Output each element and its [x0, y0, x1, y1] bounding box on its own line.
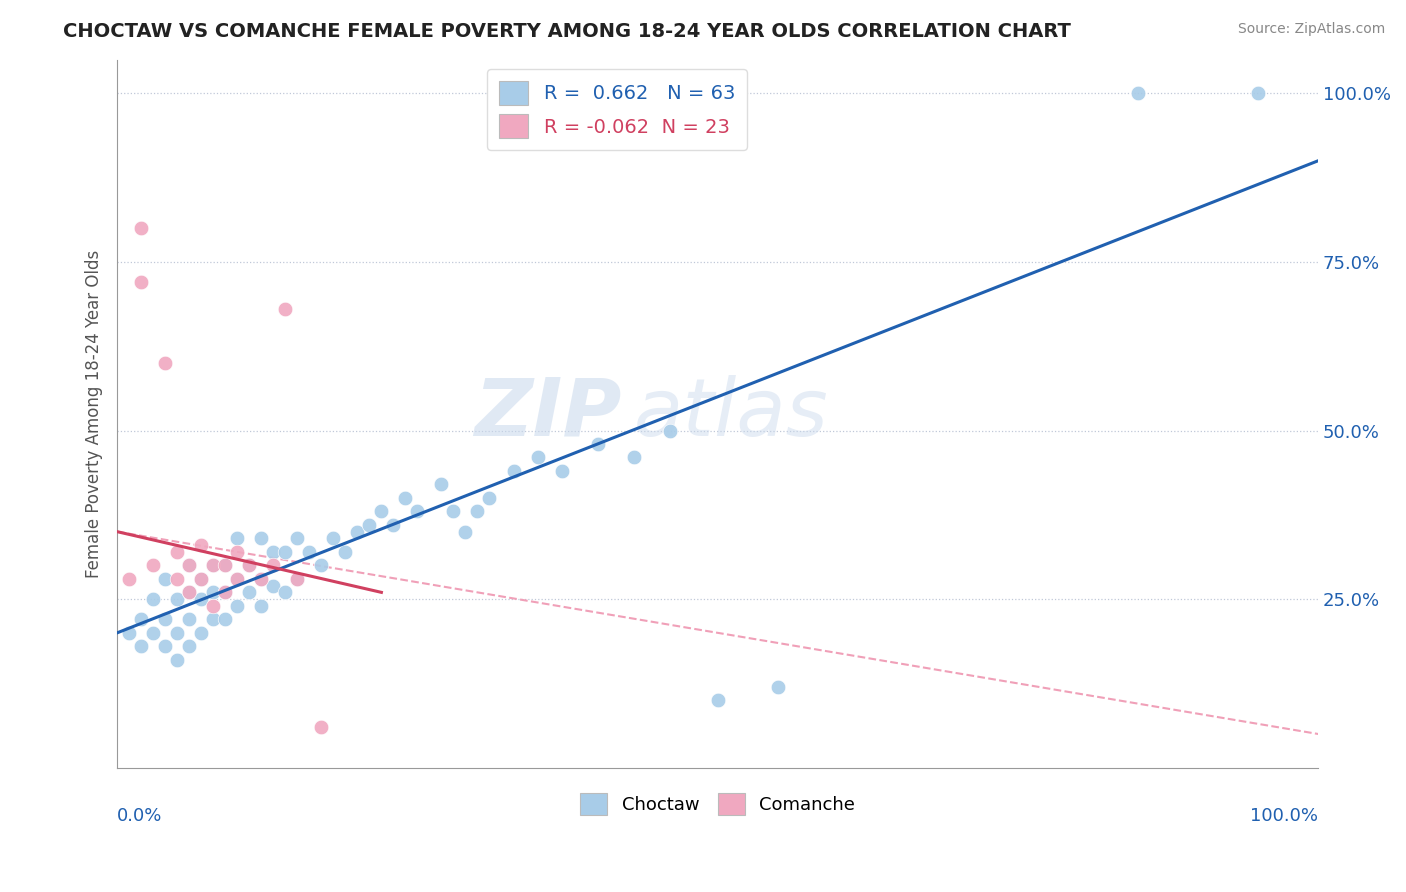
Point: [285, 572, 308, 586]
Point: [526, 450, 548, 465]
Point: [467, 504, 489, 518]
Point: [202, 599, 225, 613]
Point: [129, 612, 152, 626]
Point: [430, 477, 453, 491]
Point: [226, 532, 249, 546]
Point: [166, 592, 188, 607]
Point: [1247, 87, 1270, 101]
Point: [359, 517, 381, 532]
Point: [202, 558, 225, 573]
Point: [394, 491, 416, 505]
Point: [382, 517, 405, 532]
Point: [166, 572, 188, 586]
Point: [322, 532, 344, 546]
Text: Source: ZipAtlas.com: Source: ZipAtlas.com: [1237, 22, 1385, 37]
Point: [190, 625, 212, 640]
Point: [214, 612, 236, 626]
Y-axis label: Female Poverty Among 18-24 Year Olds: Female Poverty Among 18-24 Year Olds: [86, 250, 103, 578]
Point: [346, 524, 368, 539]
Point: [226, 545, 249, 559]
Point: [129, 640, 152, 654]
Point: [226, 572, 249, 586]
Point: [502, 464, 524, 478]
Point: [155, 612, 177, 626]
Point: [285, 532, 308, 546]
Point: [226, 599, 249, 613]
Point: [658, 424, 681, 438]
Point: [142, 625, 165, 640]
Point: [250, 532, 273, 546]
Point: [285, 572, 308, 586]
Point: [766, 680, 789, 694]
Text: 100.0%: 100.0%: [1250, 806, 1319, 824]
Text: 0.0%: 0.0%: [117, 806, 163, 824]
Point: [370, 504, 392, 518]
Point: [238, 558, 260, 573]
Text: CHOCTAW VS COMANCHE FEMALE POVERTY AMONG 18-24 YEAR OLDS CORRELATION CHART: CHOCTAW VS COMANCHE FEMALE POVERTY AMONG…: [63, 22, 1071, 41]
Point: [190, 572, 212, 586]
Point: [262, 558, 284, 573]
Point: [274, 545, 297, 559]
Point: [166, 625, 188, 640]
Point: [226, 572, 249, 586]
Point: [155, 572, 177, 586]
Point: [202, 612, 225, 626]
Point: [202, 558, 225, 573]
Point: [179, 640, 201, 654]
Point: [250, 572, 273, 586]
Point: [214, 558, 236, 573]
Point: [706, 693, 728, 707]
Point: [550, 464, 572, 478]
Point: [190, 592, 212, 607]
Point: [190, 538, 212, 552]
Point: [586, 437, 609, 451]
Point: [179, 558, 201, 573]
Point: [155, 640, 177, 654]
Point: [250, 599, 273, 613]
Point: [179, 612, 201, 626]
Text: atlas: atlas: [634, 375, 828, 452]
Point: [155, 356, 177, 370]
Point: [311, 558, 333, 573]
Point: [335, 545, 357, 559]
Point: [118, 625, 141, 640]
Point: [179, 558, 201, 573]
Point: [166, 545, 188, 559]
Point: [406, 504, 429, 518]
Point: [214, 585, 236, 599]
Point: [298, 545, 321, 559]
Point: [443, 504, 465, 518]
Point: [454, 524, 477, 539]
Point: [262, 579, 284, 593]
Point: [179, 585, 201, 599]
Point: [142, 592, 165, 607]
Point: [129, 221, 152, 235]
Legend: Choctaw, Comanche: Choctaw, Comanche: [574, 786, 862, 822]
Point: [202, 585, 225, 599]
Point: [623, 450, 645, 465]
Point: [250, 572, 273, 586]
Point: [142, 558, 165, 573]
Text: ZIP: ZIP: [474, 375, 621, 452]
Point: [214, 558, 236, 573]
Point: [1126, 87, 1149, 101]
Point: [118, 572, 141, 586]
Point: [478, 491, 501, 505]
Point: [262, 545, 284, 559]
Point: [238, 558, 260, 573]
Point: [129, 275, 152, 289]
Point: [214, 585, 236, 599]
Point: [238, 585, 260, 599]
Point: [311, 720, 333, 734]
Point: [274, 302, 297, 317]
Point: [274, 585, 297, 599]
Point: [179, 585, 201, 599]
Point: [166, 653, 188, 667]
Point: [190, 572, 212, 586]
